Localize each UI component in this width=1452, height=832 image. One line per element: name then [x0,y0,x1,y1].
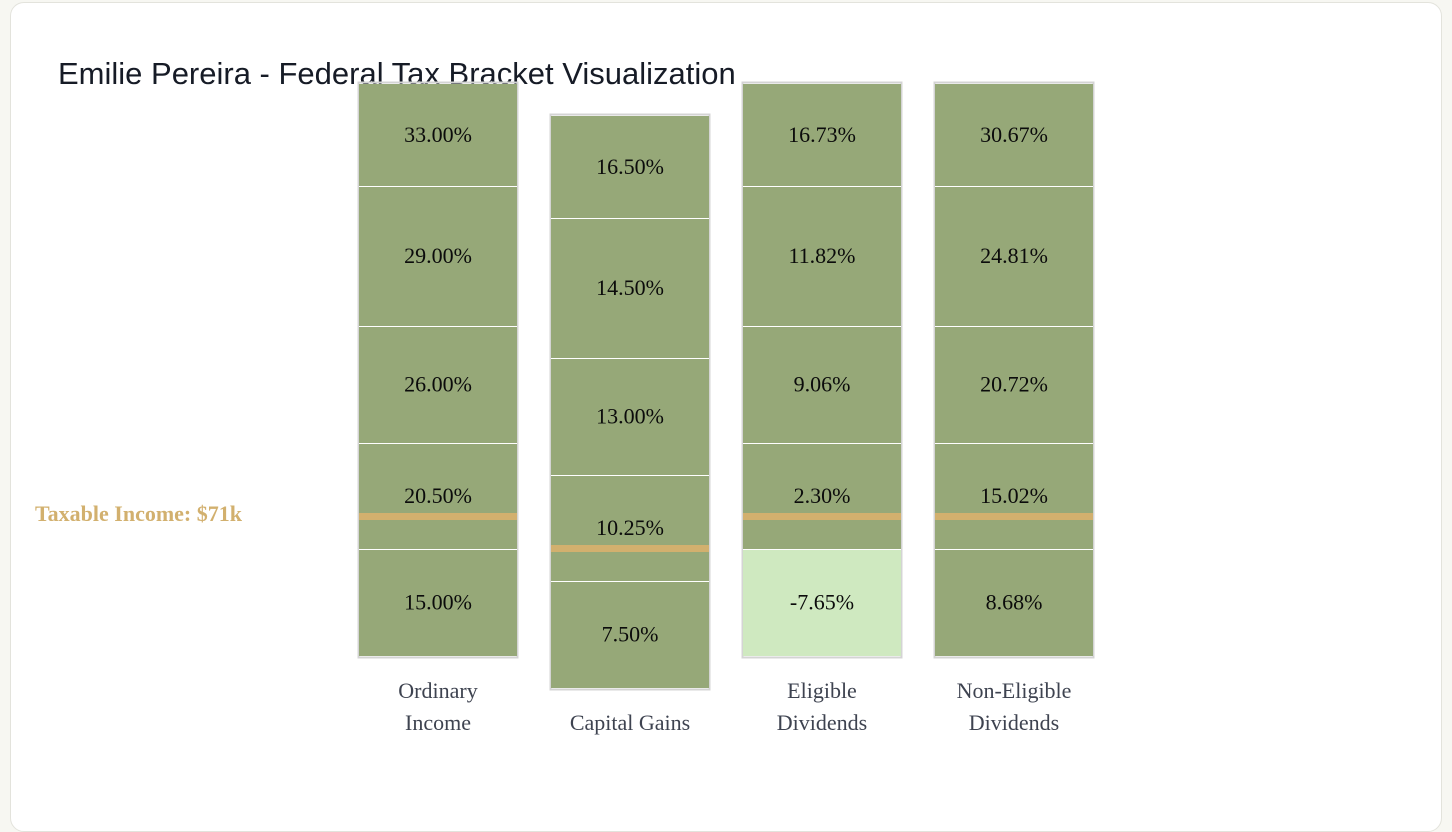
bracket-segment[interactable] [743,326,901,443]
bracket-rate-label: 30.67% [980,122,1048,147]
bracket-rate-label: 33.00% [404,122,472,147]
bracket-rate-label: 7.50% [602,622,659,647]
taxable-income-marker [743,513,901,520]
bracket-rate-label: 24.81% [980,243,1048,268]
bracket-segment[interactable] [359,84,517,186]
taxable-income-label: Taxable Income: $71k [35,501,243,526]
bracket-segment[interactable] [551,358,709,475]
taxable-income-marker [551,545,709,552]
bracket-rate-label: 15.02% [980,483,1048,508]
bracket-segment[interactable] [743,443,901,549]
bracket-rate-label: 8.68% [986,590,1043,615]
bracket-rate-label: 20.72% [980,372,1048,397]
bracket-segment[interactable] [359,186,517,326]
bracket-rate-label: 14.50% [596,275,664,300]
bracket-segment[interactable] [359,326,517,443]
bracket-rate-label: 29.00% [404,243,472,268]
column-outline [741,81,903,659]
column-label: Ordinary [398,678,477,703]
bracket-rate-label: 15.00% [404,590,472,615]
bracket-segment[interactable] [359,443,517,549]
bracket-rate-label: 16.50% [596,154,664,179]
bracket-segment[interactable] [551,475,709,581]
bracket-segment[interactable] [551,581,709,688]
chart-card [10,2,1442,832]
bracket-segment[interactable] [935,549,1093,656]
bracket-column-4: 8.68% 15.02% 20.72% 24.81% 30.67% Non-Eligibl… [933,81,1095,735]
bracket-segment[interactable] [935,186,1093,326]
bracket-rate-label: 11.82% [788,243,855,268]
taxable-income-marker [359,513,517,520]
column-label: Dividends [777,710,867,735]
bracket-segment[interactable] [743,186,901,326]
column-label: Dividends [969,710,1059,735]
column-label: Capital Gains [570,710,690,735]
bracket-rate-label: 9.06% [794,372,851,397]
bracket-column-2: 7.50% 10.25% 13.00% 14.50% 16.50% Capital Gai… [549,113,711,735]
bracket-rate-label: 20.50% [404,483,472,508]
column-outline [357,81,519,659]
column-outline [549,113,711,691]
bracket-rate-label: 26.00% [404,372,472,397]
bracket-rate-label: 2.30% [794,483,851,508]
bracket-rate-label: 16.73% [788,122,856,147]
bracket-segment[interactable] [551,218,709,358]
bracket-column-1: 15.00% 20.50% 26.00% 29.00% 33.00% Ordinary In… [357,81,519,735]
column-label: Non-Eligible [957,678,1072,703]
bracket-column-3: -7.65% 2.30% 9.06% 11.82% 16.73% Eligible Divi… [741,81,903,735]
bracket-segment[interactable] [359,549,517,656]
column-outline [933,81,1095,659]
taxable-income-marker [935,513,1093,520]
column-label: Income [405,710,471,735]
bracket-segment[interactable] [935,326,1093,443]
bracket-rate-label: 13.00% [596,404,664,429]
bracket-segment[interactable] [935,443,1093,549]
bracket-segment[interactable] [551,116,709,218]
bracket-rate-label: 10.25% [596,515,664,540]
bracket-segment[interactable] [743,84,901,186]
bracket-rate-label: -7.65% [790,590,854,615]
bracket-segment[interactable] [935,84,1093,186]
column-label: Eligible [787,678,857,703]
tax-bracket-chart: 15.00% 20.50% 26.00% 29.00% 33.00% Ordinary In… [35,81,1095,735]
bracket-segment[interactable] [743,549,901,656]
